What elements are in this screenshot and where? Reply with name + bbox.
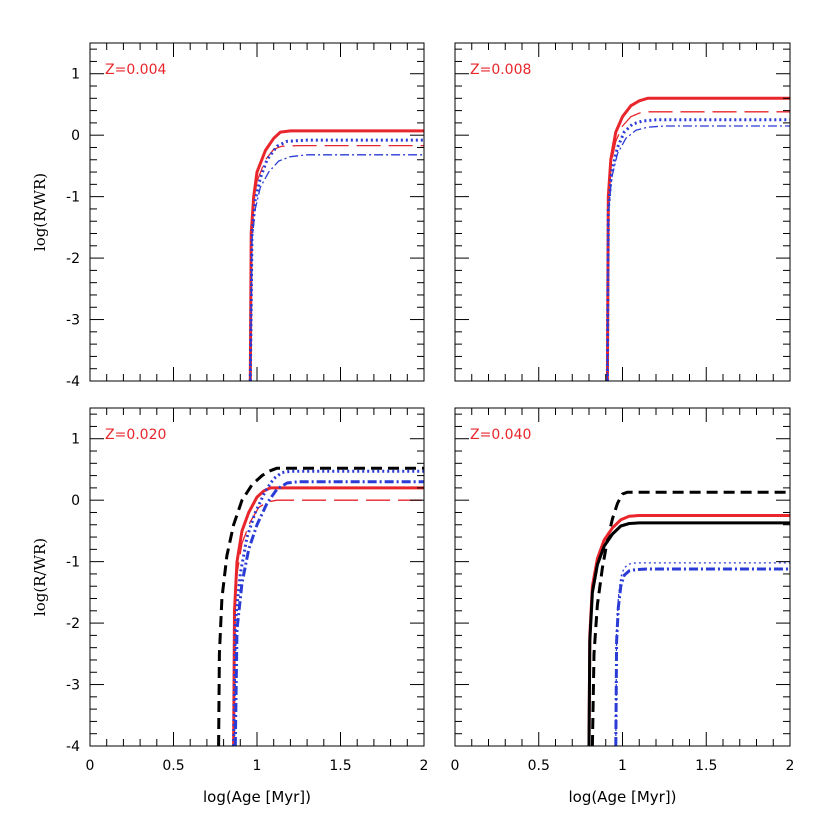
series-blue-dotted <box>605 118 790 381</box>
series-red-thin-longdash <box>249 144 424 381</box>
plot-frame <box>454 42 791 382</box>
y-tick-label: 1 <box>71 67 80 83</box>
panel-metallicity-label: Z=0.008 <box>470 62 531 78</box>
panel-metallicity-label: Z=0.004 <box>105 62 166 78</box>
x-tick-label: 0.5 <box>528 758 550 774</box>
y-tick-label: -2 <box>66 251 80 267</box>
y-tick-label: -1 <box>66 555 80 571</box>
series-blue-dashdot <box>614 567 790 746</box>
x-axis-title: log(Age [Myr]) <box>568 788 676 806</box>
series-red-thick-solid <box>232 486 424 746</box>
series-blue-dotted <box>248 138 424 381</box>
series-red-thin-longdash <box>232 499 424 746</box>
series-blue-dashdot <box>249 154 424 381</box>
series-red-thin-longdash <box>606 111 790 381</box>
series-blue-dashdot <box>233 480 424 746</box>
panel-top-left: 1 0 -1 -2 -3 -4 log(R/WR) Z=0.004 <box>31 42 425 390</box>
y-axis-title: log(R/WR) <box>31 538 49 616</box>
series-group <box>587 490 790 746</box>
plot-frame <box>89 42 425 382</box>
panel-top-right: Z=0.008 <box>454 42 791 382</box>
x-tick-label: 0.5 <box>162 758 184 774</box>
x-tick-label: 1 <box>253 758 262 774</box>
plot-frame <box>454 407 791 747</box>
panel-bottom-right: 0 0.5 1 1.5 2 log(Age [Myr]) Z=0.040 <box>451 407 795 806</box>
y-tick-label: -4 <box>66 374 80 390</box>
x-tick-label: 2 <box>420 758 429 774</box>
x-tick-label: 0 <box>86 758 95 774</box>
series-group <box>605 96 790 381</box>
y-tick-label: 1 <box>71 432 80 448</box>
series-blue-dotted <box>232 469 424 746</box>
y-tick-label: -4 <box>66 739 80 755</box>
panel-metallicity-label: Z=0.040 <box>470 427 531 443</box>
series-red-thick-solid <box>605 96 790 381</box>
series-group <box>248 129 424 381</box>
y-tick-label: -2 <box>66 616 80 632</box>
series-red-thick-solid <box>587 514 790 746</box>
y-axis-title: log(R/WR) <box>31 173 49 251</box>
series-blue-dotted <box>615 562 790 746</box>
y-tick-label: 0 <box>71 493 80 509</box>
panel-bottom-left: 0 0.5 1 1.5 2 1 0 -1 -2 -3 -4 log(Age [Myr]) log(R/W… <box>31 407 429 806</box>
series-black-solid <box>587 521 790 746</box>
series-blue-dashdot <box>606 125 790 381</box>
x-tick-label: 2 <box>786 758 795 774</box>
y-tick-label: -1 <box>66 190 80 206</box>
y-tick-label: -3 <box>66 678 80 694</box>
series-black-dashed <box>217 466 424 746</box>
y-tick-label: -3 <box>66 313 80 329</box>
x-tick-label: 1.5 <box>695 758 717 774</box>
series-red-thick-solid <box>248 129 424 381</box>
x-tick-label: 0 <box>451 758 460 774</box>
panel-metallicity-label: Z=0.020 <box>105 427 166 443</box>
series-black-dashed <box>590 490 790 746</box>
series-group <box>217 466 424 746</box>
plot-frame <box>89 407 425 747</box>
y-tick-label: 0 <box>71 128 80 144</box>
x-axis-title: log(Age [Myr]) <box>203 788 311 806</box>
x-tick-label: 1 <box>618 758 627 774</box>
x-tick-label: 1.5 <box>329 758 351 774</box>
